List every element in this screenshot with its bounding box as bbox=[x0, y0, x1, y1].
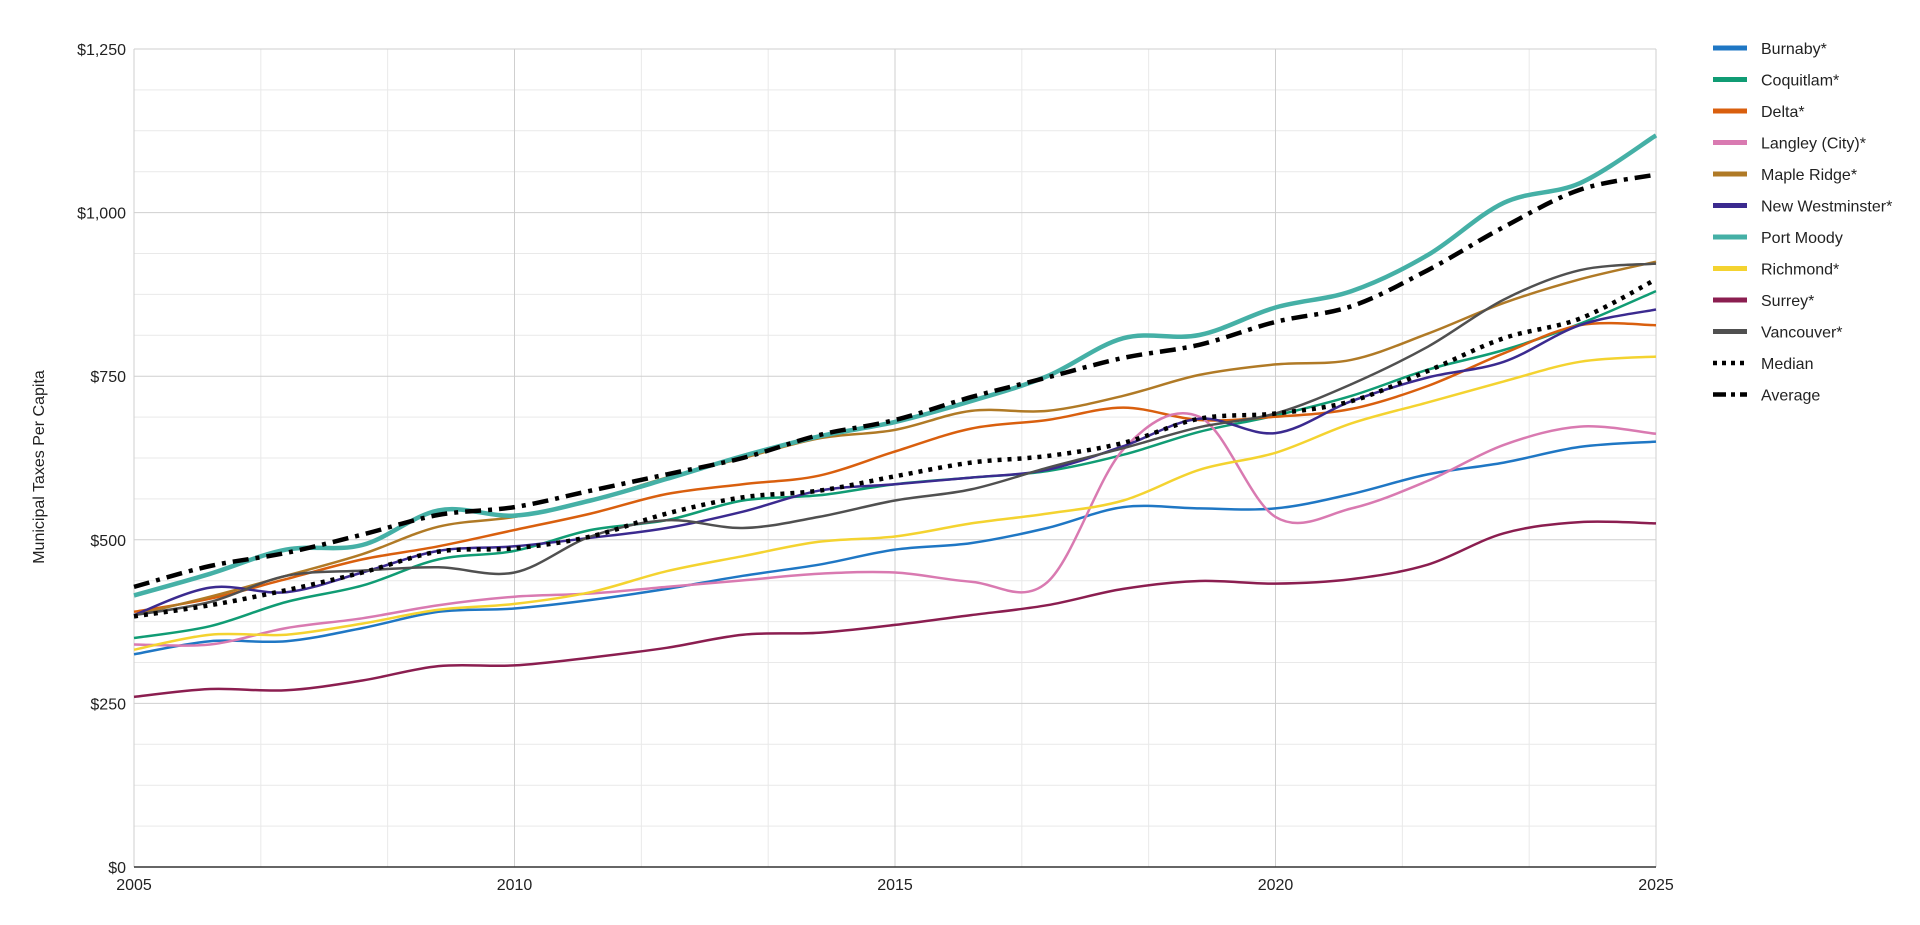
legend-item-langley-city: Langley (City)* bbox=[1713, 136, 1866, 153]
series-lines bbox=[133, 133, 1658, 699]
x-tick-label: 2005 bbox=[116, 877, 152, 894]
y-tick-label: $500 bbox=[90, 533, 126, 550]
series-line-delta bbox=[133, 321, 1657, 614]
y-tick-label: $1,250 bbox=[77, 42, 126, 59]
legend-item-median: Median bbox=[1713, 356, 1813, 373]
legend-label: Burnaby* bbox=[1761, 41, 1827, 58]
series-line-richmond bbox=[133, 355, 1657, 651]
series-line-maple-ridge bbox=[133, 260, 1657, 617]
legend-label: Average bbox=[1761, 388, 1820, 405]
legend-label: Delta* bbox=[1761, 104, 1805, 121]
legend-label: Richmond* bbox=[1761, 262, 1839, 279]
legend-item-coquitlam: Coquitlam* bbox=[1713, 73, 1839, 90]
legend-item-average: Average bbox=[1713, 388, 1820, 405]
legend-item-delta: Delta* bbox=[1713, 104, 1805, 121]
legend-item-burnaby: Burnaby* bbox=[1713, 41, 1827, 58]
legend-label: Coquitlam* bbox=[1761, 73, 1839, 90]
y-tick-label: $1,000 bbox=[77, 206, 126, 223]
series-line-burnaby bbox=[133, 440, 1657, 656]
series-line-new-westminster bbox=[133, 308, 1657, 617]
x-tick-label: 2015 bbox=[877, 877, 913, 894]
x-axis-tick-labels: 2005 2010 2015 2020 2025 bbox=[116, 877, 1674, 894]
series-line-vancouver bbox=[133, 262, 1657, 617]
legend-item-richmond: Richmond* bbox=[1713, 262, 1839, 279]
legend: Burnaby* Coquitlam* Delta* Langley (City)* M… bbox=[1713, 41, 1892, 405]
y-axis-title: Municipal Taxes Per Capita bbox=[31, 370, 48, 564]
legend-item-vancouver: Vancouver* bbox=[1713, 325, 1843, 342]
y-tick-label: $250 bbox=[90, 696, 126, 713]
legend-item-port-moody: Port Moody bbox=[1713, 230, 1843, 247]
legend-label: Langley (City)* bbox=[1761, 136, 1866, 153]
x-tick-label: 2010 bbox=[497, 877, 533, 894]
legend-item-surrey: Surrey* bbox=[1713, 293, 1814, 310]
legend-label: Surrey* bbox=[1761, 293, 1814, 310]
x-tick-label: 2025 bbox=[1638, 877, 1674, 894]
legend-label: Port Moody bbox=[1761, 230, 1843, 247]
legend-label: Median bbox=[1761, 356, 1813, 373]
series-line-surrey bbox=[133, 520, 1657, 699]
series-line-langley-city bbox=[133, 411, 1657, 647]
y-tick-label: $0 bbox=[108, 860, 126, 877]
legend-item-maple-ridge: Maple Ridge* bbox=[1713, 167, 1857, 184]
y-tick-label: $750 bbox=[90, 369, 126, 386]
legend-label: Vancouver* bbox=[1761, 325, 1843, 342]
x-tick-label: 2020 bbox=[1258, 877, 1294, 894]
series-line-median bbox=[133, 277, 1658, 619]
series-line-average bbox=[133, 172, 1657, 590]
y-axis-tick-labels: $0 $250 $500 $750 $1,000 $1,250 bbox=[77, 42, 126, 877]
legend-item-new-westminster: New Westminster* bbox=[1713, 199, 1892, 216]
legend-label: New Westminster* bbox=[1761, 199, 1892, 216]
legend-label: Maple Ridge* bbox=[1761, 167, 1857, 184]
